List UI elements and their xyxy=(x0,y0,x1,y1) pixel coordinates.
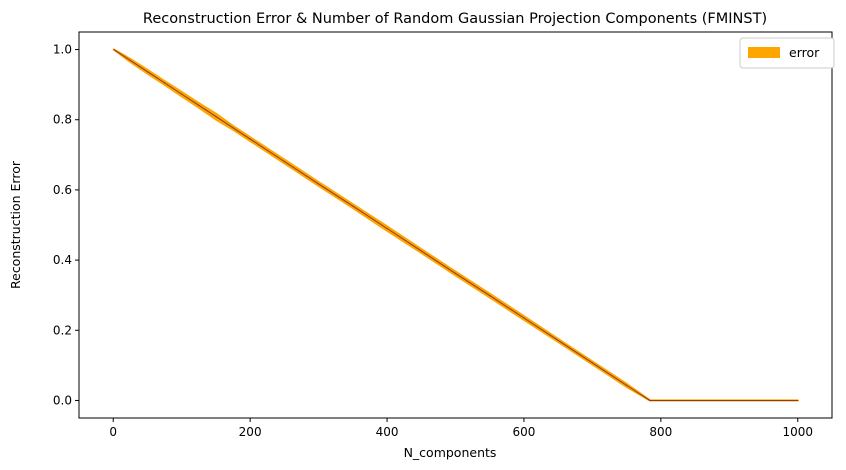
error-point xyxy=(249,138,251,140)
error-point xyxy=(626,384,628,386)
y-tick-label: 0.8 xyxy=(53,113,72,127)
x-axis-ticks: 0 200 400 600 800 1000 xyxy=(109,418,813,439)
error-point xyxy=(215,115,217,118)
x-tick-label: 0 xyxy=(109,425,117,439)
error-point xyxy=(728,399,730,402)
legend-swatch xyxy=(748,47,780,58)
error-point xyxy=(129,59,131,62)
error-point xyxy=(198,104,200,106)
legend: error xyxy=(739,37,835,69)
x-tick-label: 200 xyxy=(239,425,262,439)
error-point xyxy=(386,227,388,230)
error-point xyxy=(163,82,166,84)
plot-frame xyxy=(78,31,833,419)
y-axis-ticks: 0.0 0.2 0.4 0.6 0.8 1.0 xyxy=(53,43,79,407)
error-point xyxy=(694,399,696,402)
y-tick-label: 1.0 xyxy=(53,43,72,57)
error-point xyxy=(557,339,559,342)
error-point xyxy=(232,127,234,129)
x-tick-label: 1000 xyxy=(782,425,813,439)
error-point xyxy=(523,317,525,319)
error-point xyxy=(352,205,354,207)
error-point xyxy=(420,250,422,252)
error-point xyxy=(146,71,149,73)
y-tick-label: 0.6 xyxy=(53,183,72,197)
legend-label-error: error xyxy=(789,45,820,60)
x-tick-label: 800 xyxy=(649,425,672,439)
series-layer xyxy=(112,48,799,402)
error-point xyxy=(113,48,115,51)
error-line xyxy=(113,49,798,401)
error-point xyxy=(181,93,183,95)
y-tick-label: 0.0 xyxy=(53,393,72,407)
error-point xyxy=(797,399,799,402)
error-point xyxy=(660,399,662,402)
error-point xyxy=(489,294,491,297)
y-tick-label: 0.2 xyxy=(53,323,72,337)
error-point xyxy=(283,160,285,163)
error-point xyxy=(317,183,320,185)
error-point xyxy=(762,399,765,402)
error-point xyxy=(649,399,651,402)
error-point xyxy=(454,272,457,275)
x-tick-label: 400 xyxy=(376,425,399,439)
error-point xyxy=(591,362,594,364)
y-axis-label: Reconstruction Error xyxy=(8,160,23,289)
x-tick-label: 600 xyxy=(513,425,536,439)
chart-title: Reconstruction Error & Number of Random … xyxy=(143,11,767,27)
legend-box xyxy=(739,37,835,69)
axes-layer: 0 200 400 600 800 1000 0.0 0.2 0.4 0.6 0.8 1.0 xyxy=(53,31,833,439)
plot-area xyxy=(79,32,832,418)
y-tick-label: 0.4 xyxy=(53,253,72,267)
x-axis-label: N_components xyxy=(404,445,497,460)
